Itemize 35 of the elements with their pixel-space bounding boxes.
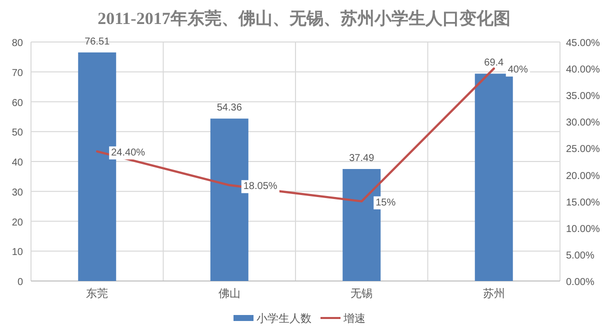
y2-tick-label: 25.00% [566, 144, 600, 156]
y-tick-label: 30 [12, 187, 24, 198]
y2-tick-label: 5.00% [566, 250, 594, 262]
y-tick-label: 40 [12, 158, 24, 168]
y-tick-label: 60 [12, 98, 24, 109]
y-tick-label: 50 [12, 128, 24, 139]
x-tick-label: 无锡 [350, 288, 373, 300]
data-label: 76.51 [84, 36, 110, 48]
y2-tick-label: 10.00% [566, 224, 600, 235]
data-label: 18.05% [243, 181, 278, 192]
y2-tick-label: 15.00% [566, 197, 600, 208]
y2-tick-label: 20.00% [566, 170, 600, 182]
y-tick-label: 10 [12, 247, 24, 258]
legend-label: 增速 [342, 312, 366, 325]
bar [474, 74, 513, 281]
data-label: 37.49 [349, 153, 375, 164]
chart-title: 2011-2017年东莞、佛山、无锡、苏州小学生人口变化图 [98, 9, 510, 28]
y-tick-label: 0 [17, 277, 24, 288]
x-tick-label: 苏州 [482, 287, 505, 300]
data-label: 54.36 [216, 102, 242, 114]
y-tick-label: 20 [12, 217, 24, 228]
data-label: 15% [376, 197, 396, 208]
y2-tick-label: 35.00% [566, 91, 600, 102]
y2-tick-label: 0.00% [566, 277, 594, 288]
x-tick-label: 佛山 [218, 287, 240, 300]
data-label: 69.4 [484, 58, 504, 69]
data-label: 24.40% [111, 147, 146, 158]
y-tick-label: 70 [12, 68, 24, 79]
y2-tick-label: 40.00% [566, 64, 600, 76]
x-tick-label: 东莞 [86, 287, 108, 300]
y-tick-label: 80 [12, 38, 24, 49]
y2-tick-label: 30.00% [566, 118, 600, 129]
y2-tick-label: 45.00% [566, 38, 600, 49]
data-label: 40% [508, 64, 528, 76]
legend-label: 小学生人数 [256, 312, 312, 325]
